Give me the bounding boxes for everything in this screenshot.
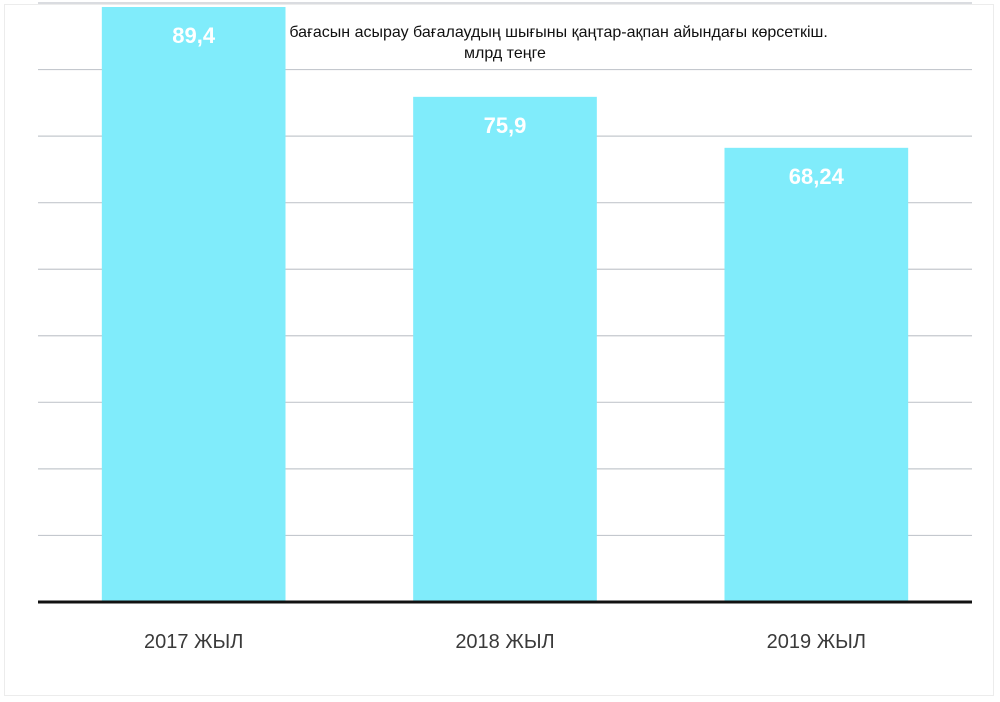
x-tick-label: 2019 ЖЫЛ xyxy=(767,631,866,653)
x-tick-labels: 2017 ЖЫЛ 2018 ЖЫЛ 2019 ЖЫЛ xyxy=(144,631,866,653)
bar xyxy=(413,96,597,603)
bar xyxy=(101,6,286,602)
bar-value-label: 68,24 xyxy=(789,164,845,189)
bar-value-label: 89,4 xyxy=(172,23,216,48)
bars: 89,4 75,9 68,24 xyxy=(101,6,909,603)
x-tick-label: 2017 ЖЫЛ xyxy=(144,631,243,653)
chart-title: БЖЗҚ валюта бағасын асырау бағалаудың шы… xyxy=(182,24,828,41)
chart-subtitle: млрд теңге xyxy=(464,45,546,62)
x-tick-label: 2018 ЖЫЛ xyxy=(455,631,554,653)
bar-value-label: 75,9 xyxy=(484,113,527,138)
bar xyxy=(724,147,909,602)
